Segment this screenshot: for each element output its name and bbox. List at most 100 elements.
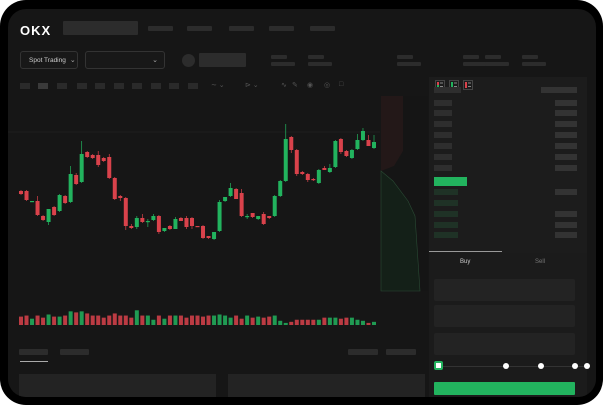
candle	[101, 157, 106, 162]
orderbook-row[interactable]	[429, 222, 587, 228]
indicator-icon[interactable]: ∼ ⌄	[211, 82, 225, 89]
settings-icon[interactable]: ◎	[324, 82, 331, 89]
candle-body	[294, 150, 299, 174]
price-input[interactable]	[434, 279, 575, 301]
timeframe-button[interactable]	[114, 83, 124, 89]
candle	[316, 169, 321, 184]
amount-slider-track[interactable]	[438, 365, 588, 367]
stat-value	[397, 62, 421, 66]
timeframe-button-active[interactable]	[38, 83, 48, 89]
active-tab-underline	[20, 361, 48, 362]
okx-logo[interactable]: OKX	[20, 23, 52, 38]
orderbook-row[interactable]	[429, 189, 587, 195]
orderbook-row[interactable]	[429, 200, 587, 206]
timeframe-button[interactable]	[57, 83, 67, 89]
orderbook-price	[434, 222, 458, 228]
orderbook-row[interactable]	[429, 165, 587, 171]
candle	[223, 197, 228, 202]
slider-stop-25[interactable]	[503, 363, 509, 369]
volume-bar	[278, 320, 283, 325]
amount-input[interactable]	[434, 305, 575, 327]
camera-icon[interactable]: ◉	[307, 82, 314, 89]
nav-item[interactable]	[269, 26, 294, 31]
volume-bar	[41, 317, 46, 325]
timeframe-button[interactable]	[77, 83, 87, 89]
orderbook-row[interactable]	[429, 132, 587, 138]
timeframe-button[interactable]	[169, 83, 179, 89]
volume-bar	[24, 315, 29, 325]
search-bar-placeholder[interactable]	[63, 21, 138, 35]
candle-body	[79, 154, 84, 182]
slider-stop-100[interactable]	[584, 363, 590, 369]
orderbook-row[interactable]	[429, 177, 587, 186]
orderbook-price	[434, 200, 458, 206]
timeframe-button[interactable]	[188, 83, 198, 89]
candle	[107, 154, 112, 179]
candle	[134, 216, 139, 229]
candle	[311, 178, 316, 181]
orderbook-price	[434, 177, 467, 186]
candle-body	[228, 188, 233, 196]
candle	[217, 200, 222, 232]
orderbook-row[interactable]	[429, 143, 587, 149]
buy-button[interactable]	[434, 382, 575, 395]
candle	[167, 225, 172, 230]
orderbook-row[interactable]	[429, 121, 587, 127]
tab-sell[interactable]: Sell	[535, 259, 546, 265]
candle-body	[360, 131, 365, 140]
total-input[interactable]	[434, 333, 575, 355]
slider-stop-50[interactable]	[538, 363, 544, 369]
candle-body	[63, 196, 68, 203]
candle	[145, 219, 150, 227]
timeframe-button[interactable]	[132, 83, 142, 89]
orderbook-row[interactable]	[429, 100, 587, 106]
candle	[184, 216, 189, 229]
slider-stop-75[interactable]	[572, 363, 578, 369]
filter-button[interactable]	[348, 349, 378, 355]
tab-buy[interactable]: Buy	[460, 259, 471, 265]
nav-item[interactable]	[148, 26, 173, 31]
tab-order-history[interactable]	[60, 349, 89, 355]
orderbook-row[interactable]	[429, 211, 587, 217]
timeframe-button[interactable]	[95, 83, 105, 89]
orderbook-row[interactable]	[429, 154, 587, 160]
candle-body	[316, 170, 321, 183]
amount-slider-handle[interactable]	[434, 361, 443, 370]
orderbook-row[interactable]	[429, 87, 587, 93]
product-select[interactable]: Spot Trading ⌄	[20, 51, 78, 69]
volume-bar	[223, 315, 228, 325]
nav-item[interactable]	[229, 26, 254, 31]
candlestick-chart[interactable]	[8, 91, 428, 331]
volume-bar	[228, 317, 233, 325]
nav-item[interactable]	[187, 26, 212, 31]
candle	[305, 173, 310, 182]
fullscreen-icon[interactable]: □	[339, 81, 344, 88]
line-icon[interactable]: ∿	[281, 82, 287, 89]
nav-item[interactable]	[310, 26, 335, 31]
candle	[360, 128, 365, 141]
orderbook-size	[555, 211, 577, 217]
orderbook-price	[434, 87, 461, 93]
volume-bar	[250, 317, 255, 325]
orderbook-row[interactable]	[429, 110, 587, 116]
candle	[52, 206, 57, 216]
draw-icon[interactable]: ⊳ ⌄	[245, 82, 259, 89]
candle	[338, 138, 343, 154]
filter-button[interactable]	[386, 349, 416, 355]
candle	[228, 183, 233, 197]
timeframe-button[interactable]	[20, 83, 30, 89]
timeframe-button[interactable]	[151, 83, 161, 89]
candle	[162, 228, 167, 232]
candle-body	[195, 226, 200, 228]
pair-select[interactable]: ⌄	[85, 51, 165, 69]
volume-bar	[30, 318, 35, 325]
tab-open-orders[interactable]	[19, 349, 48, 355]
chevron-down-icon: ⌄	[69, 57, 76, 64]
volume-bar	[344, 317, 349, 325]
candle	[267, 216, 272, 219]
candles	[19, 124, 376, 240]
pencil-icon[interactable]: ✎	[292, 82, 298, 89]
orderbook-row[interactable]	[429, 232, 587, 238]
candle-body	[178, 218, 183, 221]
